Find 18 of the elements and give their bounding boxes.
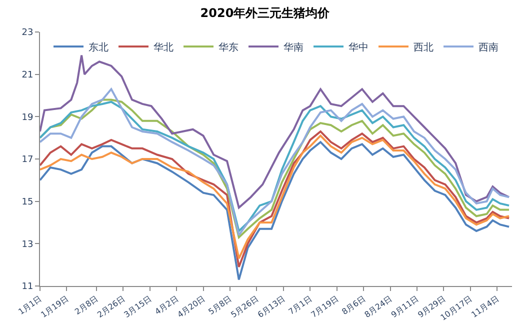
legend-label: 华中 xyxy=(348,41,368,54)
y-tick-label: 21 xyxy=(22,70,34,80)
chart-title: 2020年外三元生猪均价 xyxy=(200,6,331,20)
line-series xyxy=(40,141,510,281)
y-tick-label: 13 xyxy=(22,240,34,250)
legend-label: 华南 xyxy=(284,41,304,54)
legend-label: 西北 xyxy=(414,41,434,54)
legend-label: 东北 xyxy=(88,41,108,54)
x-tick-label: 4月2日 xyxy=(153,294,180,317)
y-tick-label: 15 xyxy=(22,197,34,208)
legend-label: 华北 xyxy=(154,41,174,54)
line-series xyxy=(40,54,510,209)
y-tick-label: 11 xyxy=(22,282,34,292)
y-tick-label: 23 xyxy=(22,28,34,38)
y-tick-label: 17 xyxy=(22,155,34,166)
y-tick-label: 19 xyxy=(22,112,34,123)
legend-label: 华东 xyxy=(218,41,238,54)
legend-label: 西南 xyxy=(478,41,498,54)
